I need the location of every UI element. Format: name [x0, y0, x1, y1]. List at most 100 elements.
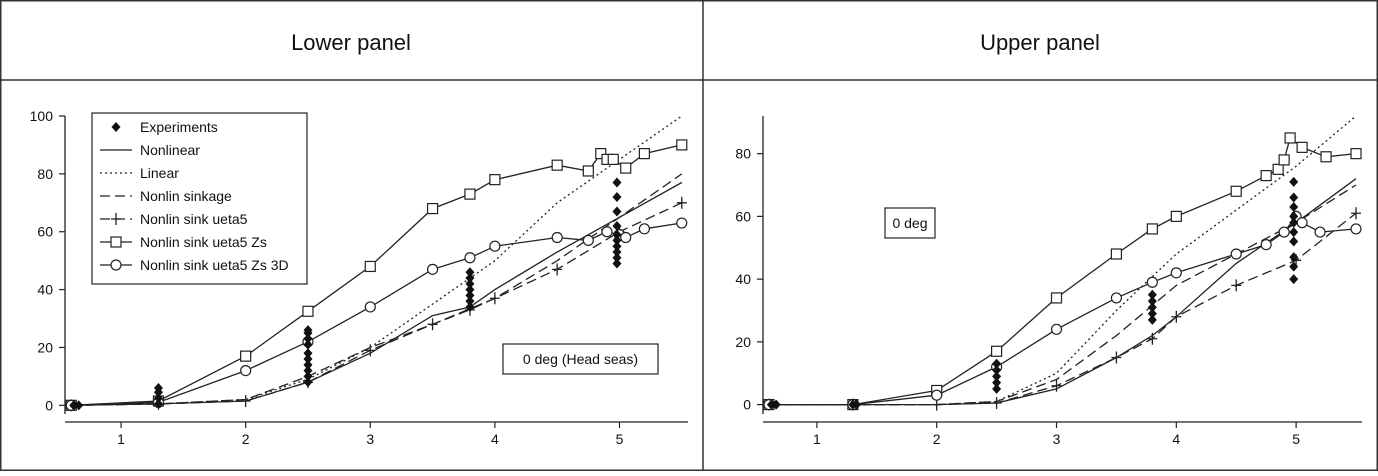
experiment-point [465, 284, 475, 295]
series-nonlin-sink-ueta5-zs-point [464, 188, 476, 200]
experiment-point [1289, 201, 1299, 212]
legend-marker-nonlin-sink-ueta5-zs [110, 236, 122, 248]
upper-panel-chart: 0 20 40 60 80 1 2 3 4 5 0 deg [735, 115, 1362, 447]
experiment-point [612, 246, 622, 257]
series-nonlin-sink-ueta5-zs-point [1110, 248, 1123, 260]
series-nonlin-sink-ueta5-zs-3d-point [364, 301, 376, 313]
y-tick-label: 20 [735, 334, 751, 350]
series-nonlin-sink-ueta5-zs-point [1296, 141, 1308, 153]
series-nonlin-sink-ueta5-zs-point [607, 153, 619, 165]
series-nonlin-sink-ueta5-point [427, 318, 438, 331]
y-tick-label: 20 [37, 339, 53, 355]
series-nonlin-sink-ueta5-zs-3d-point [638, 223, 650, 235]
series-nonlin-sink-ueta5-zs-3d-point [1110, 292, 1123, 304]
series-nonlin-sink-ueta5-point [489, 292, 500, 305]
upper-panel-header: Upper panel [980, 30, 1100, 55]
experiment-point [992, 371, 1002, 382]
series-nonlin-sink-ueta5-point [1147, 332, 1158, 345]
y-tick-label: 40 [735, 271, 751, 287]
series-nonlin-sink-ueta5-zs-point [1230, 185, 1242, 197]
series-nonlin-sink-ueta5-zs-3d-point [582, 234, 594, 247]
experiment-point [303, 359, 313, 370]
y-tick-label: 80 [735, 146, 751, 162]
y-tick-label: 0 [743, 397, 751, 413]
experiment-point [1289, 192, 1299, 203]
series-nonlin-sink-ueta5-zs-point [1350, 148, 1362, 160]
series-nonlin-sink-ueta5-zs-3d-point [1170, 267, 1182, 279]
series-nonlin-sink-ueta5-zs-point [638, 148, 650, 160]
experiment-point [153, 382, 163, 393]
experiment-point [851, 399, 861, 410]
series-nonlin-sink-ueta5-point [1051, 379, 1062, 392]
series-nonlin-sink-ueta5-zs-3d-point [620, 231, 632, 244]
series-nonlin-sink-ueta5-line [769, 212, 1357, 406]
experiment-point [465, 301, 475, 312]
experiment-point [1289, 236, 1299, 247]
experiment-point [992, 365, 1002, 376]
series-nonlin-sink-ueta5-point [676, 196, 687, 209]
series-nonlin-sink-ueta5-point [240, 394, 251, 407]
y-tick-label: 40 [37, 282, 53, 298]
y-tick-label: 60 [735, 208, 751, 224]
legend-marker-nonlin-sink-ueta5 [111, 213, 121, 225]
series-nonlin-sink-ueta5-zs-3d-point [464, 252, 476, 264]
experiment-point [153, 398, 163, 409]
lower-panel-chart: 0 20 40 60 80 100 1 2 3 4 5 0 deg (Head seas) Experi… [30, 108, 688, 447]
x-tick-label: 4 [1172, 431, 1180, 447]
series-nonlin-sink-ueta5-zs-point [1272, 163, 1284, 175]
series-nonlin-sink-ueta5-zs-point [1260, 170, 1272, 182]
experiment-point [1289, 217, 1299, 228]
series-nonlin-sink-ueta5-zs-3d-point [489, 240, 501, 252]
y-tick-label: 100 [30, 108, 54, 124]
series-nonlin-sink-ueta5-zs-point [1050, 292, 1063, 304]
series-nonlin-sink-ueta5-zs-point [364, 260, 376, 273]
experiment-point [303, 377, 313, 388]
experiment-point [153, 393, 163, 404]
legend-box [91, 112, 308, 285]
experiment-point [1147, 308, 1157, 319]
legend-label-linear: Linear [140, 165, 179, 181]
legend-label-nonlin-sink-ueta5: Nonlin sink ueta5 [140, 211, 248, 227]
x-tick-label: 1 [813, 431, 821, 447]
experiment-point [612, 177, 622, 188]
experiment-point [1147, 314, 1157, 325]
series-nonlin-sink-ueta5-zs-3d-point [601, 226, 613, 238]
experiment-point [465, 290, 475, 301]
series-nonlin-sink-ueta5-zs-3d-point [1314, 226, 1326, 238]
experiment-point [1289, 261, 1299, 272]
series-nonlin-sink-ueta5-zs-point [582, 165, 594, 177]
experiment-point [1289, 176, 1299, 187]
experiment-point [303, 339, 313, 350]
experiment-point [1289, 252, 1299, 263]
experiment-point [1289, 274, 1299, 285]
experiment-point [465, 273, 475, 284]
series-nonlin-sink-ueta5-point [1351, 207, 1362, 220]
series-nonlin-sink-ueta5-zs-point [1278, 154, 1290, 166]
experiment-point [612, 241, 622, 252]
x-tick-label: 1 [117, 431, 125, 447]
experiment-point [1147, 302, 1157, 313]
experiment-point [303, 371, 313, 382]
experiment-point [465, 296, 475, 307]
experiment-point [771, 399, 781, 410]
series-nonlin-sink-ueta5-zs-line [71, 144, 682, 406]
annotation-label: 0 deg (Head seas) [523, 351, 638, 367]
experiment-point [992, 377, 1002, 388]
x-tick-label: 5 [616, 431, 624, 447]
series-nonlin-sink-ueta5-zs-point [595, 148, 607, 160]
x-tick-label: 4 [491, 431, 499, 447]
legend-label-nonlin-sink-ueta5-zs: Nonlin sink ueta5 Zs [140, 234, 267, 250]
series-nonlinear-line [71, 181, 683, 406]
series-nonlin-sink-ueta5-zs-line [769, 136, 1357, 406]
experiment-point [612, 229, 622, 240]
series-nonlin-sink-ueta5-point [552, 263, 563, 276]
series-nonlin-sink-ueta5-zs-point [489, 174, 501, 186]
x-tick-label: 3 [366, 431, 374, 447]
experiment-point [1147, 296, 1157, 307]
experiment-point [612, 235, 622, 246]
series-nonlin-sink-ueta5-zs-point [240, 350, 252, 362]
series-nonlin-sink-ueta5-zs-point [1320, 151, 1332, 163]
series-nonlin-sink-ueta5-zs-point [991, 345, 1003, 357]
